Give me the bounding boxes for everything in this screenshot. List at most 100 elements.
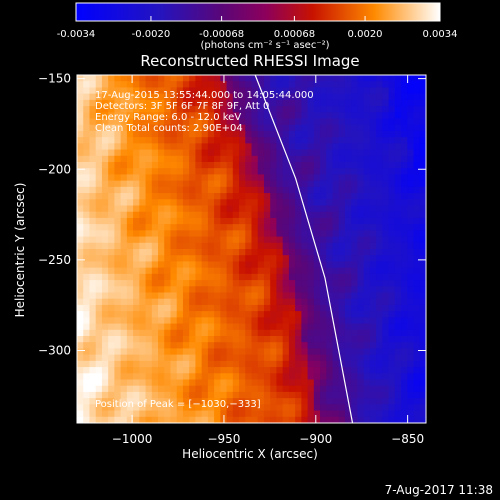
heatmap-cell: [189, 217, 197, 225]
heatmap-cell: [338, 255, 346, 263]
heatmap-cell: [357, 311, 365, 318]
heatmap-cell: [226, 379, 234, 387]
heatmap-cell: [407, 373, 415, 381]
heatmap-cell: [263, 379, 271, 387]
heatmap-cell: [195, 398, 203, 405]
heatmap-cell: [114, 87, 122, 95]
heatmap-cell: [195, 385, 203, 393]
heatmap-cell: [413, 118, 421, 126]
heatmap-cell: [344, 329, 352, 337]
heatmap-cell: [288, 404, 296, 412]
heatmap-cell: [164, 398, 172, 405]
heatmap-cell: [170, 367, 178, 374]
heatmap-cell: [388, 398, 396, 405]
heatmap-cell: [226, 304, 234, 312]
heatmap-cell: [338, 224, 346, 231]
heatmap-cell: [407, 267, 415, 275]
heatmap-cell: [158, 217, 165, 225]
heatmap-cell: [394, 75, 402, 82]
heatmap-cell: [307, 292, 315, 300]
heatmap-cell: [226, 280, 234, 287]
heatmap-cell: [307, 267, 315, 275]
heatmap-cell: [251, 342, 259, 350]
heatmap-cell: [158, 130, 165, 138]
heatmap-cell: [369, 143, 377, 151]
heatmap-cell: [176, 292, 184, 300]
heatmap-cell: [164, 124, 172, 132]
heatmap-cell: [89, 112, 97, 120]
heatmap-cell: [363, 416, 371, 423]
heatmap-cell: [270, 336, 278, 343]
heatmap-cell: [220, 155, 228, 163]
heatmap-cell: [176, 385, 184, 393]
heatmap-cell: [189, 391, 197, 399]
heatmap-cell: [95, 168, 103, 176]
heatmap-cell: [357, 143, 365, 151]
heatmap-cell: [77, 404, 84, 412]
x-tick-label: −1000: [112, 432, 153, 446]
heatmap-cell: [251, 242, 259, 250]
heatmap-cell: [145, 230, 153, 238]
heatmap-cell: [369, 211, 377, 219]
heatmap-cell: [357, 193, 365, 200]
heatmap-cell: [276, 385, 284, 393]
heatmap-cell: [419, 311, 426, 318]
heatmap-cell: [382, 242, 390, 250]
heatmap-cell: [89, 404, 97, 412]
heatmap-cell: [226, 230, 234, 238]
heatmap-cell: [388, 162, 396, 169]
heatmap-cell: [363, 143, 371, 151]
heatmap-cell: [332, 162, 340, 169]
heatmap-cell: [382, 130, 390, 138]
heatmap-cell: [419, 174, 426, 182]
heatmap-cell: [332, 342, 340, 350]
heatmap-cell: [189, 174, 197, 182]
heatmap-cell: [182, 205, 190, 213]
heatmap-cell: [201, 168, 209, 176]
heatmap-cell: [126, 317, 134, 325]
heatmap-cell: [232, 329, 240, 337]
heatmap-cell: [120, 118, 128, 126]
heatmap-cell: [344, 385, 352, 393]
heatmap-cell: [270, 379, 278, 387]
heatmap-cell: [382, 155, 390, 163]
heatmap-cell: [95, 280, 103, 287]
heatmap-cell: [151, 130, 159, 138]
heatmap-cell: [351, 249, 359, 256]
heatmap-cell: [101, 75, 109, 82]
heatmap-cell: [158, 186, 165, 194]
heatmap-cell: [351, 211, 359, 219]
heatmap-cell: [239, 205, 246, 213]
heatmap-cell: [338, 261, 346, 269]
heatmap-cell: [313, 155, 321, 163]
heatmap-cell: [313, 162, 321, 169]
heatmap-cell: [170, 230, 178, 238]
heatmap-cell: [201, 404, 209, 412]
heatmap-cell: [120, 230, 128, 238]
heatmap-cell: [89, 118, 97, 126]
heatmap-cell: [101, 404, 109, 412]
heatmap-cell: [344, 249, 352, 256]
heatmap-cell: [133, 242, 140, 250]
heatmap-cell: [295, 317, 302, 325]
heatmap-cell: [357, 87, 365, 95]
heatmap-cell: [288, 205, 296, 213]
heatmap-cell: [251, 311, 259, 318]
heatmap-cell: [114, 329, 122, 337]
heatmap-cell: [133, 155, 140, 163]
heatmap-cell: [145, 149, 153, 157]
heatmap-cell: [120, 217, 128, 225]
heatmap-cell: [276, 162, 284, 169]
heatmap-cell: [101, 137, 109, 144]
heatmap-cell: [120, 367, 128, 374]
heatmap-cell: [320, 87, 327, 95]
heatmap-cell: [214, 174, 221, 182]
heatmap-cell: [182, 280, 190, 287]
heatmap-cell: [270, 348, 278, 356]
heatmap-cell: [276, 224, 284, 231]
heatmap-cell: [232, 267, 240, 275]
heatmap-cell: [413, 273, 421, 281]
heatmap-cell: [145, 155, 153, 163]
heatmap-cell: [95, 211, 103, 219]
heatmap-cell: [320, 336, 327, 343]
